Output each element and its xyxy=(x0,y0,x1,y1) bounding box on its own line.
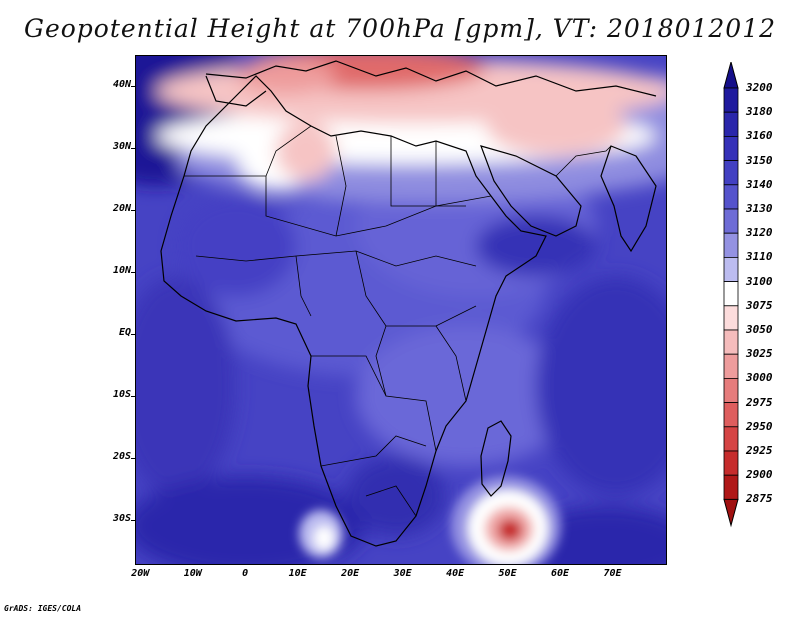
lon-label: 50E xyxy=(498,568,517,579)
colorbar-graphic xyxy=(723,62,739,528)
colorbar-cell xyxy=(723,208,739,234)
colorbar-label: 2925 xyxy=(746,444,773,457)
colorbar-label: 3200 xyxy=(746,81,773,94)
map-title: Geopotential Height at 700hPa [gpm], VT:… xyxy=(23,14,777,43)
colorbar-label: 2900 xyxy=(746,468,773,482)
lon-label: 10E xyxy=(288,568,307,579)
country-borders xyxy=(184,125,612,517)
colorbar-cell xyxy=(723,136,739,162)
lat-label: EQ xyxy=(118,326,131,338)
colorbar-top-arrow xyxy=(723,62,739,89)
colorbar-cell xyxy=(723,353,739,379)
lon-label: 60E xyxy=(551,568,570,579)
colorbar-label: 2875 xyxy=(746,492,773,506)
low-pressure-features xyxy=(299,476,561,564)
colorbar-label: 3100 xyxy=(746,274,773,288)
colorbar-cell xyxy=(723,111,739,137)
colorbar-label: 2975 xyxy=(746,395,773,409)
lat-tick xyxy=(131,395,135,397)
colorbar-cell xyxy=(723,450,739,476)
colorbar-label: 3120 xyxy=(746,226,773,240)
colorbar-cell xyxy=(723,305,739,331)
lat-label: 10S xyxy=(112,388,131,400)
lon-label: 70E xyxy=(603,568,622,579)
lat-tick xyxy=(131,271,135,273)
colorbar-label: 3025 xyxy=(746,347,773,361)
lon-label: 20E xyxy=(341,568,360,579)
lat-tick xyxy=(131,519,135,521)
lon-label: 40E xyxy=(446,568,465,579)
colorbar-cell xyxy=(723,160,739,186)
colorbar-cell xyxy=(723,232,739,258)
lat-tick xyxy=(131,457,135,459)
lat-tick xyxy=(131,209,135,211)
colorbar-label: 2950 xyxy=(746,419,773,433)
lat-label: 30S xyxy=(112,512,131,524)
colorbar-label: 3075 xyxy=(746,298,773,312)
lon-label: 10W xyxy=(183,568,202,579)
colorbar-label: 3140 xyxy=(746,177,773,191)
colorbar-bottom-arrow xyxy=(723,498,739,528)
colorbar-label: 3110 xyxy=(746,250,773,264)
colorbar-cell xyxy=(723,474,739,500)
colorbar-cell xyxy=(723,87,739,113)
lat-label: 20N xyxy=(112,202,131,214)
colorbar-label: 3000 xyxy=(746,371,773,385)
colorbar-cell xyxy=(723,426,739,452)
map-panel xyxy=(135,55,667,565)
lat-label: 20S xyxy=(112,450,131,462)
colorbar-cell xyxy=(723,256,739,282)
colorbar-label: 3050 xyxy=(746,323,773,336)
colorbar-cell xyxy=(723,281,739,307)
lat-tick xyxy=(131,333,135,335)
coastlines xyxy=(160,60,657,547)
lat-tick xyxy=(131,147,135,149)
colorbar-label: 3180 xyxy=(746,105,773,119)
colorbar-label: 3160 xyxy=(746,129,773,143)
colorbar-cell xyxy=(723,402,739,428)
lon-label: 30E xyxy=(393,568,412,579)
colorbar-cell xyxy=(723,377,739,403)
lat-label: 40N xyxy=(112,78,131,90)
colorbar-label: 3130 xyxy=(746,202,773,215)
lat-label: 10N xyxy=(112,264,131,276)
grads-credit: GrADS: IGES/COLA xyxy=(4,604,82,613)
colorbar-cell xyxy=(723,184,739,210)
lat-label: 30N xyxy=(112,140,131,152)
colorbar-cell xyxy=(723,329,739,355)
lon-label: 20W xyxy=(131,568,150,579)
geopotential-field xyxy=(136,56,666,564)
colorbar-label: 3150 xyxy=(746,153,773,167)
lon-label: 0 xyxy=(242,568,249,579)
lat-tick xyxy=(131,85,135,87)
field-shading xyxy=(136,56,666,564)
